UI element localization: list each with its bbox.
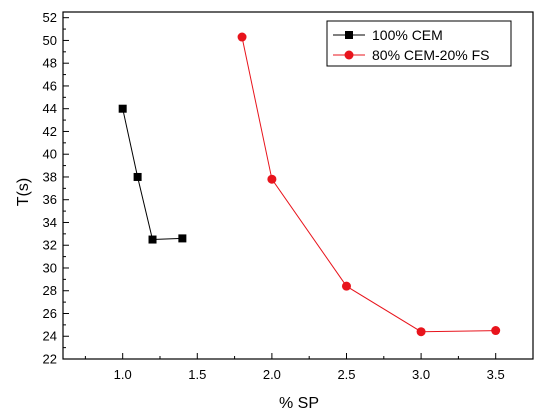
axis-ticks	[63, 17, 534, 360]
series-line-1	[122, 108, 183, 241]
y-tick-label: 32	[43, 238, 57, 253]
x-tick-label: 1.0	[114, 367, 132, 382]
x-tick-label: 3.0	[412, 367, 430, 382]
y-tick-label: 38	[43, 169, 57, 184]
y-tick-label: 26	[43, 306, 57, 321]
data-point	[178, 234, 187, 243]
y-tick-label: 36	[43, 192, 57, 207]
legend-box	[326, 20, 512, 67]
y-tick-label: 22	[43, 352, 57, 367]
plot-frame	[62, 11, 534, 360]
x-tick-labels: 1.0 1.5 2.0 2.5 3.0 3.5	[114, 367, 505, 382]
y-tick-labels: 22 24 26 28 30 32 34 36 38 40 42 44 46 48 50 52	[43, 10, 57, 366]
data-point	[133, 172, 142, 181]
y-tick-label: 42	[43, 124, 57, 139]
data-point	[237, 32, 247, 42]
y-tick-label: 30	[43, 260, 57, 275]
legend-label-series-2: 80% CEM-20% FS	[372, 47, 489, 63]
data-point	[341, 281, 351, 291]
data-point	[148, 235, 157, 244]
x-tick-label: 1.5	[188, 367, 206, 382]
data-point	[267, 174, 277, 184]
data-point	[491, 326, 501, 336]
series-line-2	[241, 36, 496, 333]
y-tick-label: 34	[43, 215, 57, 230]
legend: 100% CEM 80% CEM-20% FS	[326, 20, 512, 67]
x-tick-label: 3.5	[487, 367, 505, 382]
x-tick-label: 2.5	[337, 367, 355, 382]
legend-label-series-1: 100% CEM	[372, 27, 443, 43]
data-point	[118, 104, 127, 113]
y-tick-label: 28	[43, 283, 57, 298]
x-tick-label: 2.0	[263, 367, 281, 382]
y-axis-title: T(s)	[15, 178, 32, 206]
series-lines	[122, 36, 496, 333]
y-tick-label: 24	[43, 329, 57, 344]
y-tick-label: 52	[43, 10, 57, 25]
series-points	[118, 32, 501, 337]
y-tick-label: 50	[43, 33, 57, 48]
y-tick-label: 44	[43, 101, 57, 116]
legend-marker-series-1	[345, 31, 353, 39]
x-axis-title: % SP	[279, 395, 319, 412]
y-tick-label: 48	[43, 56, 57, 71]
y-tick-label: 40	[43, 147, 57, 162]
data-point	[416, 327, 426, 337]
y-tick-label: 46	[43, 78, 57, 93]
legend-marker-series-2	[344, 50, 354, 60]
